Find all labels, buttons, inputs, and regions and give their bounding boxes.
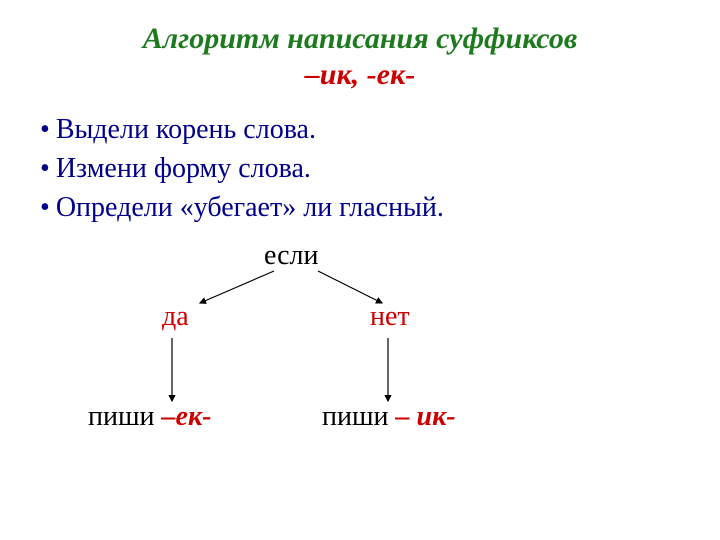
title-line1: Алгоритм написания суффиксов [0,22,720,56]
list-item: •Выдели корень слова. [40,110,720,149]
flowchart: если да нет пиши –ек- пиши – ик- [0,236,720,476]
node-yes: да [162,301,189,333]
node-left-result: пиши –ек- [88,401,211,433]
node-no: нет [370,301,410,333]
left-prefix: пиши [88,401,162,432]
left-suffix: –ек- [162,401,212,432]
bullet-list: •Выдели корень слова. •Измени форму слов… [40,110,720,228]
node-right-result: пиши – ик- [322,401,456,433]
bullet-text: Определи «убегает» ли гласный. [56,192,444,223]
slide-title: Алгоритм написания суффиксов –ик, -ек- [0,0,720,92]
right-dash: – [396,401,417,432]
bullet-text: Измени форму слова. [56,153,311,184]
right-prefix: пиши [322,401,396,432]
edge-root-yes [200,271,274,303]
bullet-text: Выдели корень слова. [56,114,316,145]
bullet-icon: • [40,149,50,188]
flowchart-arrows [0,236,720,476]
bullet-icon: • [40,188,50,227]
right-suffix: ик- [417,401,456,432]
bullet-icon: • [40,110,50,149]
title-line2: –ик, -ек- [0,58,720,92]
list-item: •Измени форму слова. [40,149,720,188]
node-root: если [264,240,319,272]
edge-root-no [318,271,382,303]
list-item: •Определи «убегает» ли гласный. [40,188,720,227]
